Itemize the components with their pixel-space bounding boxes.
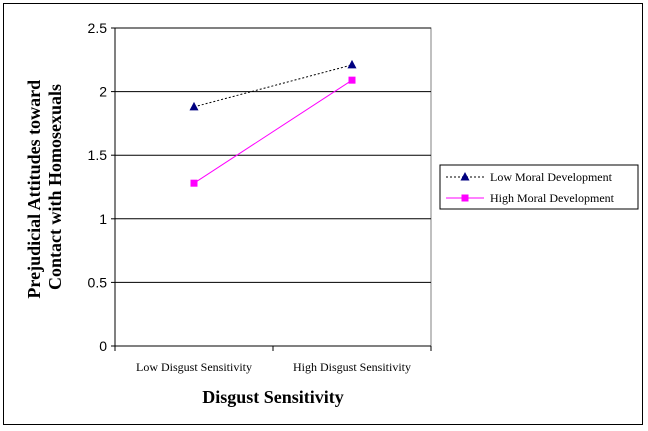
y-tick-label-0: 0 (99, 338, 107, 354)
series-1-point-0 (190, 179, 198, 187)
plot-area (114, 27, 432, 347)
x-tick-label-0: Low Disgust Sensitivity (136, 360, 252, 374)
y-axis-title-line-1: Prejudicial Attitudes toward (24, 80, 44, 299)
series-0-point-0 (189, 101, 199, 111)
legend: Low Moral Development High Moral Developm… (439, 164, 639, 210)
x-tick-label-1: High Disgust Sensitivity (293, 360, 411, 374)
y-axis-title-line-2: Contact with Homosexuals (45, 84, 65, 290)
legend-marker-1 (461, 194, 469, 202)
y-tick-label-3: 1.5 (88, 147, 108, 163)
legend-box (439, 164, 639, 210)
y-axis-ticks: 0 0.5 1 1.5 2 2.5 (88, 20, 115, 354)
y-tick-label-4: 2 (99, 84, 107, 100)
series-group (189, 59, 357, 187)
series-line-1 (193, 79, 353, 184)
grid-lines (115, 27, 431, 283)
legend-marker-0 (460, 172, 470, 181)
legend-label-0: Low Moral Development (490, 170, 613, 184)
series-line-0 (193, 64, 353, 108)
y-tick-label-5: 2.5 (88, 20, 108, 36)
y-axis-title: Prejudicial Attitudes toward Contact wit… (24, 75, 65, 298)
y-tick-label-1: 0.5 (88, 274, 108, 290)
x-axis-ticks: Low Disgust Sensitivity High Disgust Sens… (114, 346, 432, 374)
legend-label-1: High Moral Development (490, 191, 615, 205)
series-0-point-1 (347, 59, 357, 69)
series-1-point-1 (348, 76, 356, 84)
x-axis-title: Disgust Sensitivity (202, 387, 344, 407)
y-tick-label-2: 1 (99, 211, 107, 227)
